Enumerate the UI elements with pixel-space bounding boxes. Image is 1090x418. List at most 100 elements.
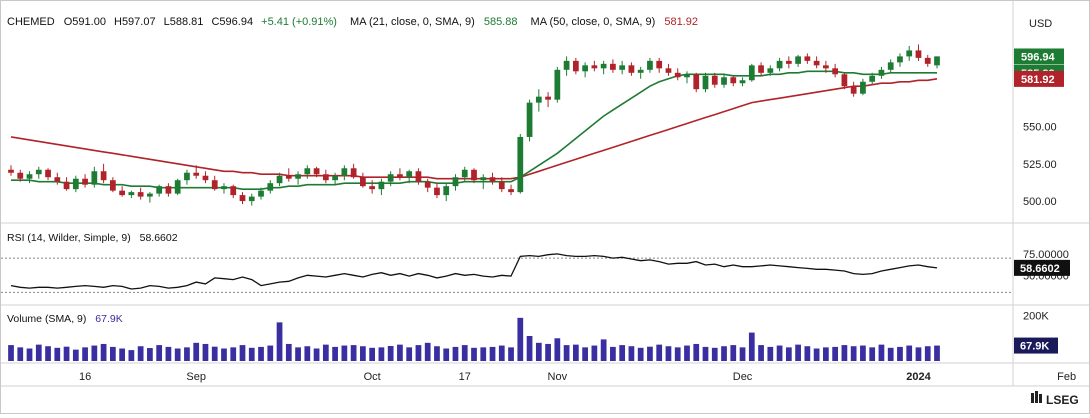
candle-body [582,65,588,72]
volume-bar [517,317,524,361]
low-value: L588.81 [164,16,204,28]
candle-body [804,56,811,61]
volume-bar [165,346,172,361]
x-tick-label: Dec [733,371,753,383]
candle-body [109,180,116,191]
rsi-label-value: 58.6602 [140,232,178,244]
candle-body [637,69,644,73]
candle-body [54,177,61,182]
volume-bar [332,346,338,361]
volume-bar [813,348,820,361]
volume-bar [461,345,468,361]
volume-bar [674,347,681,361]
rsi-tick-label: 75.00000 [1023,249,1069,261]
volume-bar [823,347,829,361]
volume-bar [860,345,866,361]
volume-bar [295,347,301,361]
candle-body [665,68,672,73]
candle-body [730,77,737,84]
candle-body [72,178,79,190]
candle-body [63,181,70,190]
volume-bar [619,345,626,361]
lseg-logo: LSEG [1031,391,1079,407]
volume-bar [378,347,385,361]
candle-body [35,169,42,175]
volume-bar [776,345,783,361]
volume-bar [665,346,672,361]
candle-body [628,65,635,73]
candle-body [184,172,190,181]
candle-body [508,189,514,193]
candle-body [776,60,783,69]
candle-body [285,175,292,179]
candle-body [563,60,570,70]
candle-body [322,174,329,181]
volume-tick-label: 200K [1023,311,1049,323]
candle-body [360,177,366,187]
volume-bar [406,347,413,361]
volume-bar [443,348,450,361]
volume-bar [397,344,403,361]
price-badge [1014,48,1064,65]
volume-bar [211,346,218,361]
candle-body [369,186,376,190]
rsi-line [10,253,938,290]
volume-bar [221,348,227,361]
candle-body [554,69,561,100]
candle-body [498,181,505,190]
volume-bar [63,346,70,361]
candle-body [45,169,51,178]
price-badge-label: 596.94 [1021,51,1056,63]
price-badge [1014,70,1064,87]
candle-body [711,75,718,85]
candle-body [906,50,913,57]
candle-body [267,183,274,191]
x-tick-label: 17 [459,371,471,383]
volume-bar [684,345,690,361]
x-tick-label: Feb [1057,371,1076,383]
volume-bar [730,345,737,361]
volume-bar [647,346,653,361]
volume-bar [563,345,570,361]
candle-body [526,102,533,137]
axes: 500.00525.00550.00596.94585.88581.9275.0… [79,48,1076,383]
candle-body [8,169,14,173]
volume-bar [591,345,598,361]
candle-body [211,180,218,190]
volume-bar [313,348,320,361]
symbol-name: CHEMED [7,16,55,28]
volume-bar [508,347,514,361]
volume-bar [424,342,431,361]
volume-bar [832,346,839,361]
candle-body [397,174,403,178]
candle-body [443,186,450,196]
candle-body [748,65,755,81]
volume-bar [471,347,477,361]
candle-body [795,56,801,64]
candle-body [600,63,607,69]
volume-bar [72,349,79,361]
volume-bar [656,344,663,361]
volume-bar [45,346,51,361]
candle-body [434,187,440,196]
volume-bar [54,347,61,361]
volume-bar [230,347,237,361]
volume-bar [721,346,727,361]
candle-body [165,186,172,194]
candle-body [647,60,653,70]
x-tick-label: Sep [186,371,206,383]
lseg-logo-text: LSEG [1046,393,1079,407]
volume-bar [369,347,376,361]
candle-body [878,69,885,76]
volume-bar [128,350,135,361]
candle-body [674,72,681,78]
rsi-label-text: RSI (14, Wilder, Simple, 9) [7,232,131,244]
candle-body [350,168,357,178]
candle-body [813,60,820,66]
rsi-panel-label: RSI (14, Wilder, Simple, 9) 58.6602 [7,232,178,244]
volume-bar [415,345,422,361]
x-tick-label: Nov [548,371,568,383]
volume-bar [8,345,14,361]
volume-bar [924,346,931,361]
